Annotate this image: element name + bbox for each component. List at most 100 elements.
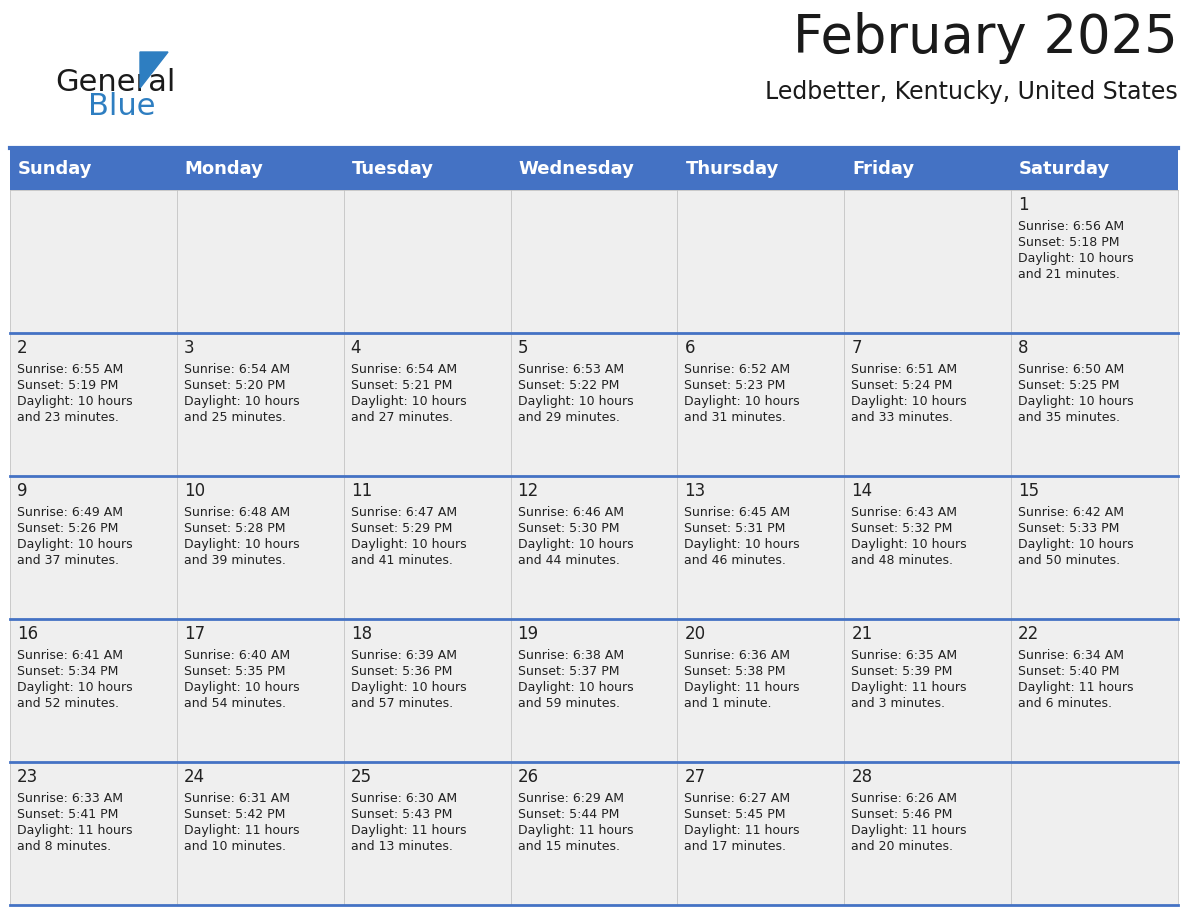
Text: Sunset: 5:22 PM: Sunset: 5:22 PM [518, 379, 619, 392]
Text: 17: 17 [184, 625, 206, 643]
Text: Thursday: Thursday [685, 160, 779, 178]
Text: Sunset: 5:42 PM: Sunset: 5:42 PM [184, 808, 285, 821]
Text: and 10 minutes.: and 10 minutes. [184, 840, 286, 853]
Text: 28: 28 [852, 768, 872, 786]
Text: and 37 minutes.: and 37 minutes. [17, 554, 119, 567]
Text: Daylight: 10 hours: Daylight: 10 hours [184, 681, 299, 694]
Text: Wednesday: Wednesday [519, 160, 634, 178]
Text: Sunrise: 6:35 AM: Sunrise: 6:35 AM [852, 649, 958, 662]
Text: Sunset: 5:24 PM: Sunset: 5:24 PM [852, 379, 953, 392]
Text: Sunrise: 6:39 AM: Sunrise: 6:39 AM [350, 649, 456, 662]
Text: and 25 minutes.: and 25 minutes. [184, 411, 286, 424]
Bar [677, 333, 845, 476]
Text: Sunset: 5:30 PM: Sunset: 5:30 PM [518, 522, 619, 535]
Bar [343, 333, 511, 476]
Text: Daylight: 10 hours: Daylight: 10 hours [184, 395, 299, 408]
Bar [677, 190, 845, 333]
Text: Sunrise: 6:47 AM: Sunrise: 6:47 AM [350, 506, 457, 519]
Text: 14: 14 [852, 482, 872, 500]
Text: 22: 22 [1018, 625, 1040, 643]
Text: Sunrise: 6:54 AM: Sunrise: 6:54 AM [184, 363, 290, 376]
Text: Daylight: 11 hours: Daylight: 11 hours [184, 824, 299, 837]
Text: Sunset: 5:41 PM: Sunset: 5:41 PM [17, 808, 119, 821]
Text: Saturday: Saturday [1019, 160, 1111, 178]
Text: 25: 25 [350, 768, 372, 786]
Text: Sunset: 5:28 PM: Sunset: 5:28 PM [184, 522, 285, 535]
Bar [511, 190, 677, 333]
Text: 8: 8 [1018, 339, 1029, 357]
Text: Sunrise: 6:38 AM: Sunrise: 6:38 AM [518, 649, 624, 662]
Text: Daylight: 10 hours: Daylight: 10 hours [1018, 395, 1133, 408]
Text: Sunrise: 6:48 AM: Sunrise: 6:48 AM [184, 506, 290, 519]
Text: 2: 2 [17, 339, 27, 357]
Text: Daylight: 10 hours: Daylight: 10 hours [852, 538, 967, 551]
Text: Daylight: 11 hours: Daylight: 11 hours [852, 824, 967, 837]
Text: Sunday: Sunday [18, 160, 93, 178]
Text: and 52 minutes.: and 52 minutes. [17, 697, 119, 710]
Polygon shape [140, 52, 168, 88]
Text: Sunrise: 6:54 AM: Sunrise: 6:54 AM [350, 363, 457, 376]
Text: Daylight: 10 hours: Daylight: 10 hours [184, 538, 299, 551]
Text: and 6 minutes.: and 6 minutes. [1018, 697, 1112, 710]
Text: 10: 10 [184, 482, 206, 500]
Bar [343, 619, 511, 762]
Text: Daylight: 11 hours: Daylight: 11 hours [684, 824, 800, 837]
Text: and 27 minutes.: and 27 minutes. [350, 411, 453, 424]
Text: Ledbetter, Kentucky, United States: Ledbetter, Kentucky, United States [765, 80, 1178, 104]
Bar [1011, 333, 1178, 476]
Text: Sunrise: 6:46 AM: Sunrise: 6:46 AM [518, 506, 624, 519]
Text: Sunrise: 6:49 AM: Sunrise: 6:49 AM [17, 506, 124, 519]
Text: 11: 11 [350, 482, 372, 500]
Bar [511, 762, 677, 905]
Text: 18: 18 [350, 625, 372, 643]
Text: Daylight: 11 hours: Daylight: 11 hours [684, 681, 800, 694]
Bar [1011, 619, 1178, 762]
Text: Daylight: 11 hours: Daylight: 11 hours [518, 824, 633, 837]
Text: Sunrise: 6:45 AM: Sunrise: 6:45 AM [684, 506, 790, 519]
Bar [10, 333, 177, 476]
Text: 3: 3 [184, 339, 195, 357]
Bar [845, 476, 1011, 619]
Text: 20: 20 [684, 625, 706, 643]
Bar [1011, 190, 1178, 333]
Text: Daylight: 10 hours: Daylight: 10 hours [17, 395, 133, 408]
Text: and 35 minutes.: and 35 minutes. [1018, 411, 1120, 424]
Text: and 23 minutes.: and 23 minutes. [17, 411, 119, 424]
Text: General: General [55, 68, 176, 97]
Text: Sunset: 5:21 PM: Sunset: 5:21 PM [350, 379, 453, 392]
Text: Daylight: 10 hours: Daylight: 10 hours [1018, 252, 1133, 265]
Text: 6: 6 [684, 339, 695, 357]
Text: 21: 21 [852, 625, 872, 643]
Bar [177, 190, 343, 333]
Text: Sunset: 5:29 PM: Sunset: 5:29 PM [350, 522, 453, 535]
Text: Daylight: 10 hours: Daylight: 10 hours [17, 538, 133, 551]
Bar [511, 619, 677, 762]
Text: Daylight: 10 hours: Daylight: 10 hours [518, 395, 633, 408]
Text: 12: 12 [518, 482, 539, 500]
Text: and 1 minute.: and 1 minute. [684, 697, 772, 710]
Text: Daylight: 10 hours: Daylight: 10 hours [684, 538, 800, 551]
Text: 26: 26 [518, 768, 538, 786]
Text: and 44 minutes.: and 44 minutes. [518, 554, 619, 567]
Text: Sunrise: 6:43 AM: Sunrise: 6:43 AM [852, 506, 958, 519]
Bar [1011, 476, 1178, 619]
Text: and 57 minutes.: and 57 minutes. [350, 697, 453, 710]
Text: Sunrise: 6:55 AM: Sunrise: 6:55 AM [17, 363, 124, 376]
Text: and 13 minutes.: and 13 minutes. [350, 840, 453, 853]
Text: Daylight: 10 hours: Daylight: 10 hours [1018, 538, 1133, 551]
Text: 23: 23 [17, 768, 38, 786]
Bar [845, 190, 1011, 333]
Bar [845, 762, 1011, 905]
Text: Sunrise: 6:50 AM: Sunrise: 6:50 AM [1018, 363, 1124, 376]
Text: Sunrise: 6:26 AM: Sunrise: 6:26 AM [852, 792, 958, 805]
Text: Daylight: 11 hours: Daylight: 11 hours [17, 824, 133, 837]
Text: Tuesday: Tuesday [352, 160, 434, 178]
Text: Sunrise: 6:42 AM: Sunrise: 6:42 AM [1018, 506, 1124, 519]
Text: Sunset: 5:33 PM: Sunset: 5:33 PM [1018, 522, 1119, 535]
Text: and 15 minutes.: and 15 minutes. [518, 840, 620, 853]
Text: Sunrise: 6:33 AM: Sunrise: 6:33 AM [17, 792, 124, 805]
Text: Sunrise: 6:40 AM: Sunrise: 6:40 AM [184, 649, 290, 662]
Text: Sunset: 5:44 PM: Sunset: 5:44 PM [518, 808, 619, 821]
Text: Sunrise: 6:29 AM: Sunrise: 6:29 AM [518, 792, 624, 805]
Bar [10, 190, 177, 333]
